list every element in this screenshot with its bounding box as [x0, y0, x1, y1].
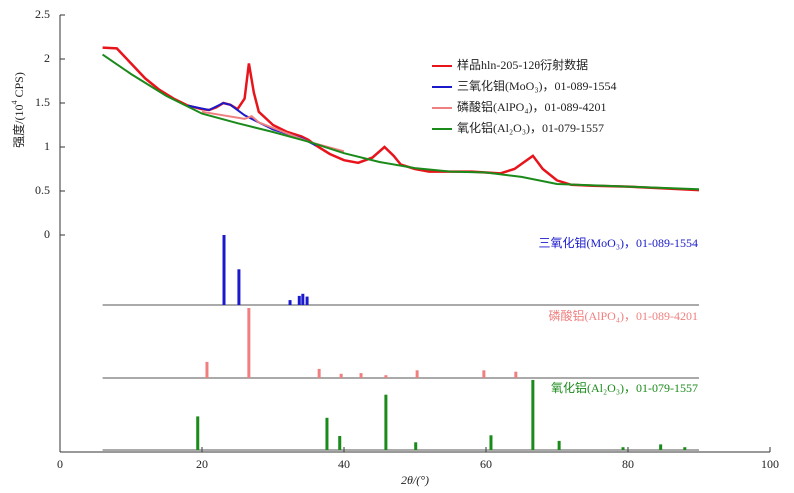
y-tick-label: 2	[44, 51, 50, 65]
series-line	[102, 53, 700, 191]
x-tick-label: 100	[761, 457, 779, 471]
reference-peak	[414, 442, 418, 450]
y-axis-label-part: 4	[10, 101, 19, 105]
reference-peak	[683, 447, 687, 450]
reference-peak	[305, 296, 309, 305]
reference-peak	[659, 444, 663, 450]
reference-peak	[325, 417, 329, 450]
reference-label: 氧化铝(Al₂O₃)，01-079-1557	[551, 380, 698, 395]
series-line	[102, 46, 700, 192]
reference-peak	[621, 447, 625, 450]
y-tick-label: 0	[44, 227, 50, 241]
legend-label: 氧化铝(Al₂O₃)，01-079-1557	[457, 120, 604, 135]
reference-peak	[222, 235, 226, 305]
y-tick-label: 1	[44, 139, 50, 153]
reference-peak	[247, 308, 251, 378]
x-tick-label: 40	[338, 457, 350, 471]
reference-peak	[489, 435, 493, 450]
reference-peak	[338, 436, 342, 450]
y-axis-label: 强度/(104 CPS)	[10, 72, 25, 148]
x-tick-label: 20	[196, 457, 208, 471]
y-tick-label: 2.5	[35, 7, 50, 21]
y-tick-label: 0.5	[35, 183, 50, 197]
reference-peak	[482, 370, 486, 378]
reference-peak	[237, 269, 241, 305]
x-axis-label: 2θ/(°)	[401, 473, 429, 487]
reference-peak	[205, 361, 209, 378]
reference-peak	[514, 371, 518, 378]
y-axis-label-part: 强度/(10	[11, 105, 26, 148]
reference-peak	[288, 300, 292, 305]
x-tick-label: 60	[480, 457, 492, 471]
legend-label: 样品hln-205-12θ衍射数据	[457, 57, 588, 72]
reference-peak	[531, 380, 535, 450]
reference-peak	[384, 375, 388, 378]
reference-peak	[196, 416, 200, 450]
reference-peak	[415, 370, 419, 378]
reference-label: 三氧化钼(MoO₃)，01-089-1554	[538, 236, 698, 250]
reference-label: 磷酸铝(AlPO₄)，01-089-4201	[548, 308, 698, 323]
legend-label: 三氧化钼(MoO₃)，01-089-1554	[457, 79, 617, 93]
x-tick-label: 80	[622, 457, 634, 471]
y-axis-label-part: CPS)	[12, 72, 26, 100]
x-tick-label: 0	[57, 457, 63, 471]
y-tick-label: 1.5	[35, 95, 50, 109]
reference-peak	[339, 373, 343, 378]
legend-label: 磷酸铝(AlPO₄)，01-089-4201	[457, 99, 607, 114]
reference-peak	[317, 368, 321, 378]
reference-peak	[359, 373, 363, 378]
reference-peak	[384, 394, 388, 450]
reference-peak	[557, 440, 561, 450]
reference-peak	[297, 295, 301, 305]
reference-peak	[301, 293, 305, 305]
